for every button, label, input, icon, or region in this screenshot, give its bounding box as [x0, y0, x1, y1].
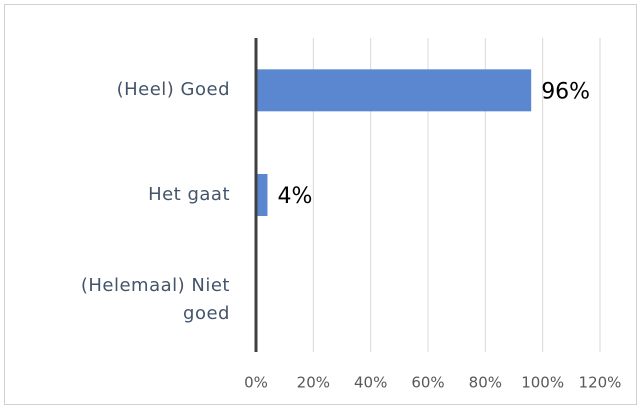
x-tick-label: 60% [411, 374, 444, 392]
x-tick-label: 100% [521, 374, 564, 392]
bar [256, 174, 268, 216]
y-tick-label: Het gaat [148, 184, 230, 205]
y-tick-label: (Heel) Goed [116, 79, 230, 101]
x-tick-label: 120% [579, 374, 622, 392]
y-tick-label: (Helemaal) Niet goed [80, 274, 230, 324]
x-tick-label: 80% [469, 374, 502, 392]
x-tick-label: 20% [297, 374, 330, 392]
x-tick-label: 40% [354, 374, 387, 392]
data-label: 96% [541, 79, 590, 104]
data-label: 4% [277, 184, 312, 209]
bar [256, 69, 532, 112]
x-tick-label: 0% [244, 374, 268, 392]
